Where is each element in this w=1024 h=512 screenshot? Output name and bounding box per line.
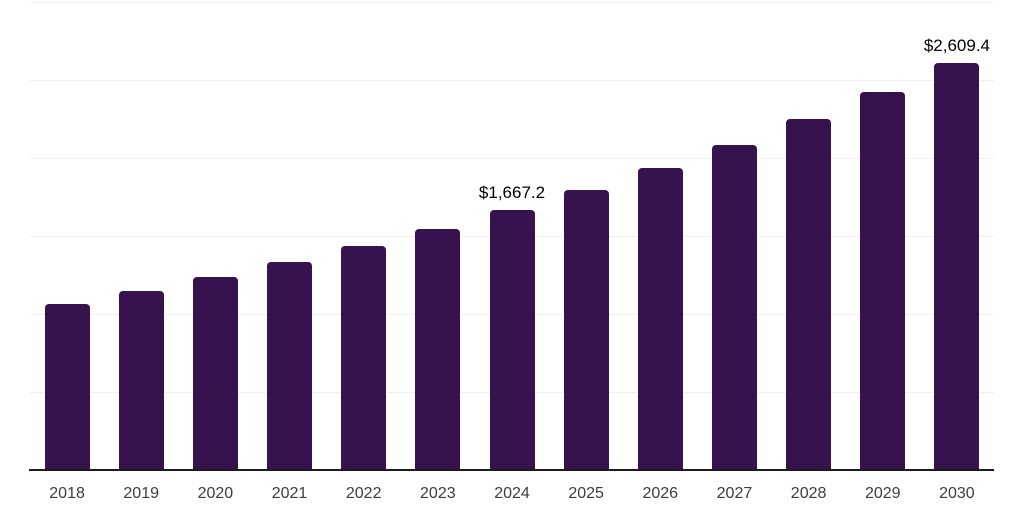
x-tick-2022: 2022 [345,485,382,502]
x-axis-line [29,469,994,471]
x-tick-2020: 2020 [197,485,234,502]
x-tick-2030: 2030 [939,485,975,502]
x-tick-2023: 2023 [420,485,456,502]
gridline-2000 [30,158,994,159]
bar-2026[interactable] [637,167,683,470]
bar-value-label-2030: $2,609.4 [923,35,991,55]
bar-2019[interactable] [118,290,164,470]
x-tick-2028: 2028 [790,485,827,502]
bar-2021[interactable] [267,262,313,470]
plot-area: $1,667.2 $2,609.4 [30,2,994,470]
bar-2029[interactable] [860,92,906,470]
bar-2024[interactable] [489,209,535,470]
gridline-2500 [30,80,994,81]
bar-2028[interactable] [786,119,832,470]
x-tick-2029: 2029 [864,485,901,502]
bar-2018[interactable] [44,303,90,470]
x-tick-2018: 2018 [49,485,85,502]
x-tick-2025: 2025 [568,485,604,502]
x-tick-2024: 2024 [494,485,530,502]
bar-value-label-2024: $1,667.2 [478,182,546,202]
x-tick-2019: 2019 [123,485,159,502]
x-axis-tick-labels: 2018 2019 2020 2021 2022 2023 2024 2025 2026 2027… [30,483,994,505]
bar-2027[interactable] [711,144,757,470]
bar-2030[interactable] [934,62,980,470]
x-tick-2027: 2027 [716,485,753,502]
bar-2025[interactable] [563,189,609,470]
x-tick-2026: 2026 [642,485,679,502]
bar-2023[interactable] [415,228,461,470]
gridline-3000 [30,2,994,3]
bar-2022[interactable] [341,245,387,470]
x-tick-2021: 2021 [271,485,308,502]
bar-2020[interactable] [192,277,238,470]
